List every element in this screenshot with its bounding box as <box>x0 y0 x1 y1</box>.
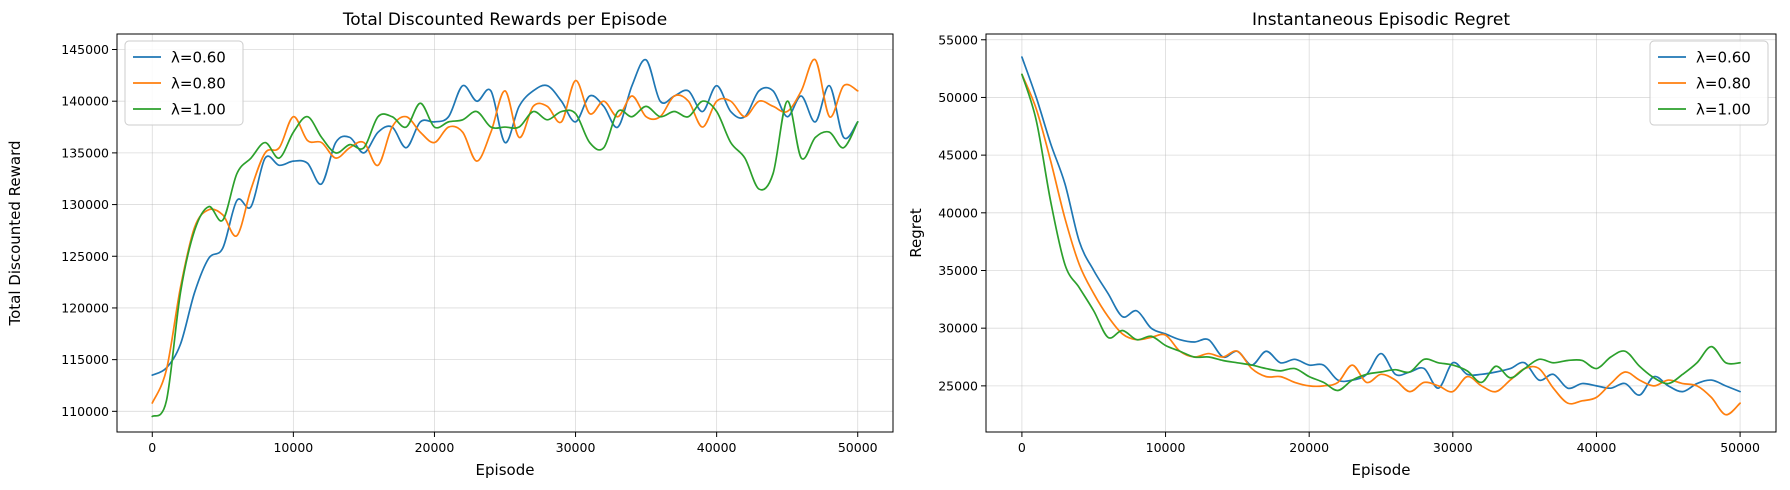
legend-label-2: λ=0.80 <box>171 75 226 93</box>
y-tick-label: 145000 <box>61 42 109 57</box>
y-tick-label: 35000 <box>938 263 978 278</box>
rewards-chart: 0 10000 20000 30000 40000 50000 110000 115000 12… <box>6 10 894 479</box>
legend-label-2: λ=0.80 <box>1696 75 1751 93</box>
plot-frame <box>116 33 894 433</box>
chart-title: Instantaneous Episodic Regret <box>1252 10 1510 30</box>
y-tick-label: 135000 <box>61 145 109 160</box>
x-tick-label: 0 <box>1018 440 1026 455</box>
legend-label-1: λ=0.60 <box>171 49 226 67</box>
x-tick-label: 10000 <box>273 440 313 455</box>
x-axis-label: Episode <box>1352 461 1411 479</box>
series-line-3 <box>1021 73 1741 392</box>
y-axis-label: Regret <box>907 208 925 258</box>
regret-chart: 0 10000 20000 30000 40000 50000 25000 30000 3500… <box>907 10 1777 479</box>
legend-box <box>1649 40 1769 126</box>
y-tick-label: 50000 <box>938 90 978 105</box>
y-tick-label: 40000 <box>938 205 978 220</box>
x-tick-label: 40000 <box>1577 440 1617 455</box>
legend-box <box>124 40 244 126</box>
x-tick-label: 20000 <box>415 440 455 455</box>
y-tick-label: 120000 <box>61 300 109 315</box>
y-tick-label: 110000 <box>61 404 109 419</box>
series-line-2 <box>1021 73 1741 416</box>
y-tick-label: 55000 <box>938 32 978 47</box>
series-line-1 <box>1021 56 1741 396</box>
y-tick-label: 115000 <box>61 352 109 367</box>
series-group <box>151 58 859 418</box>
y-tick-label: 125000 <box>61 249 109 264</box>
x-tick-label: 20000 <box>1289 440 1329 455</box>
x-axis-label: Episode <box>476 461 535 479</box>
chart-title: Total Discounted Rewards per Episode <box>342 10 667 30</box>
y-tick-label: 140000 <box>61 94 109 109</box>
legend: λ=0.60 λ=0.80 λ=1.00 <box>124 40 244 126</box>
series-group <box>1021 56 1741 416</box>
legend: λ=0.60 λ=0.80 λ=1.00 <box>1649 40 1769 126</box>
y-tick-label: 45000 <box>938 148 978 163</box>
x-tick-label: 40000 <box>697 440 737 455</box>
x-tick-label: 10000 <box>1146 440 1186 455</box>
x-tick-label: 50000 <box>838 440 878 455</box>
series-line-2 <box>151 58 859 404</box>
y-tick-label: 25000 <box>938 378 978 393</box>
series-line-1 <box>151 58 859 376</box>
x-tick-label: 30000 <box>1433 440 1473 455</box>
x-tick-label: 30000 <box>556 440 596 455</box>
y-tick-label: 130000 <box>61 197 109 212</box>
x-tick-label: 0 <box>148 440 156 455</box>
legend-label-3: λ=1.00 <box>1696 101 1751 119</box>
legend-label-3: λ=1.00 <box>171 101 226 119</box>
x-tick-label: 50000 <box>1720 440 1760 455</box>
legend-label-1: λ=0.60 <box>1696 49 1751 67</box>
y-axis-label: Total Discounted Reward <box>6 140 24 326</box>
plot-frame <box>985 33 1777 433</box>
y-tick-label: 30000 <box>938 321 978 336</box>
series-line-3 <box>151 100 859 418</box>
